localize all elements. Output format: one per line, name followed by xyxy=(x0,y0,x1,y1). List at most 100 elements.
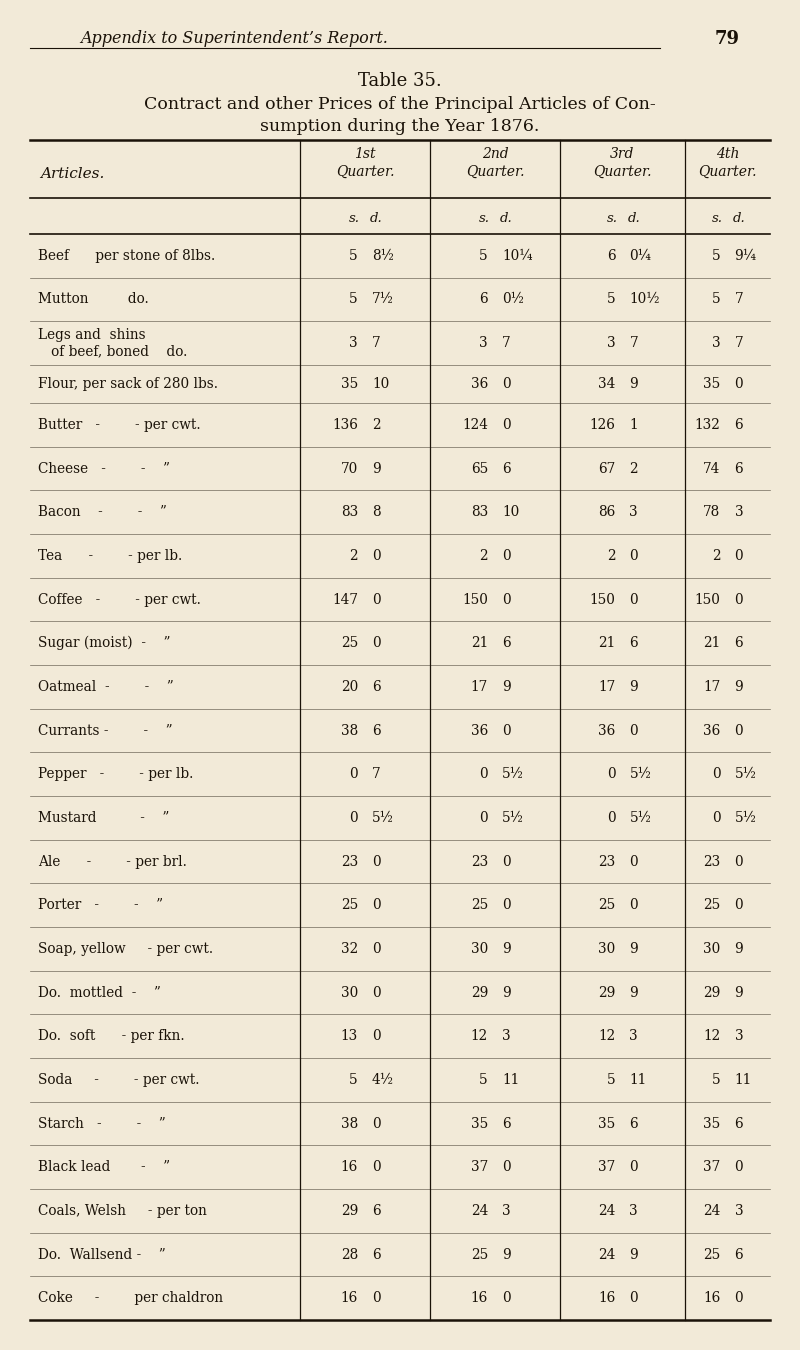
Text: 3: 3 xyxy=(734,1204,743,1218)
Text: 0½: 0½ xyxy=(502,293,524,306)
Text: Porter   -        -    ”: Porter - - ” xyxy=(38,898,163,913)
Text: 5: 5 xyxy=(607,1073,615,1087)
Text: 0: 0 xyxy=(630,1291,638,1305)
Text: 5: 5 xyxy=(350,1073,358,1087)
Text: 2: 2 xyxy=(630,462,638,475)
Text: 70: 70 xyxy=(341,462,358,475)
Text: Quarter.: Quarter. xyxy=(594,165,652,180)
Text: 38: 38 xyxy=(341,724,358,737)
Text: 9: 9 xyxy=(372,462,381,475)
Text: Table 35.: Table 35. xyxy=(358,72,442,90)
Text: 79: 79 xyxy=(715,30,740,49)
Text: of beef, boned    do.: of beef, boned do. xyxy=(38,344,187,358)
Text: 30: 30 xyxy=(470,942,488,956)
Text: 3: 3 xyxy=(502,1029,510,1044)
Text: 0: 0 xyxy=(372,898,381,913)
Text: 36: 36 xyxy=(470,724,488,737)
Text: 30: 30 xyxy=(598,942,615,956)
Text: 16: 16 xyxy=(341,1160,358,1174)
Text: 0: 0 xyxy=(372,1029,381,1044)
Text: 1st: 1st xyxy=(354,147,376,161)
Text: 23: 23 xyxy=(341,855,358,868)
Text: Do.  mottled  -    ”: Do. mottled - ” xyxy=(38,986,161,999)
Text: 83: 83 xyxy=(341,505,358,520)
Text: 5½: 5½ xyxy=(734,811,756,825)
Text: Tea      -        - per lb.: Tea - - per lb. xyxy=(38,549,182,563)
Text: 25: 25 xyxy=(470,1247,488,1261)
Text: 0: 0 xyxy=(350,767,358,782)
Text: 4½: 4½ xyxy=(372,1073,394,1087)
Text: 9: 9 xyxy=(734,680,743,694)
Text: 5: 5 xyxy=(712,248,721,263)
Text: 0: 0 xyxy=(372,1116,381,1130)
Text: Pepper   -        - per lb.: Pepper - - per lb. xyxy=(38,767,194,782)
Text: 3: 3 xyxy=(734,505,743,520)
Text: 0: 0 xyxy=(350,811,358,825)
Text: 0: 0 xyxy=(372,593,381,606)
Text: 2: 2 xyxy=(350,549,358,563)
Text: Mutton         do.: Mutton do. xyxy=(38,293,149,306)
Text: 6: 6 xyxy=(372,724,381,737)
Text: 0: 0 xyxy=(734,1160,743,1174)
Text: 5: 5 xyxy=(607,293,615,306)
Text: 7: 7 xyxy=(372,767,381,782)
Text: 0: 0 xyxy=(502,1160,510,1174)
Text: 74: 74 xyxy=(703,462,721,475)
Text: Soap, yellow     - per cwt.: Soap, yellow - per cwt. xyxy=(38,942,213,956)
Text: 126: 126 xyxy=(590,418,615,432)
Text: 21: 21 xyxy=(598,636,615,651)
Text: 0: 0 xyxy=(372,636,381,651)
Text: 9¼: 9¼ xyxy=(734,248,757,263)
Text: 25: 25 xyxy=(341,898,358,913)
Text: 23: 23 xyxy=(598,855,615,868)
Text: 29: 29 xyxy=(470,986,488,999)
Text: 5½: 5½ xyxy=(630,811,651,825)
Text: 0: 0 xyxy=(372,549,381,563)
Text: 0: 0 xyxy=(502,724,510,737)
Text: 25: 25 xyxy=(598,898,615,913)
Text: 38: 38 xyxy=(341,1116,358,1130)
Text: Contract and other Prices of the Principal Articles of Con-: Contract and other Prices of the Princip… xyxy=(144,96,656,113)
Text: s.: s. xyxy=(349,212,360,224)
Text: 5: 5 xyxy=(712,293,721,306)
Text: 6: 6 xyxy=(734,1247,743,1261)
Text: 9: 9 xyxy=(734,942,743,956)
Text: 2: 2 xyxy=(372,418,381,432)
Text: 2: 2 xyxy=(607,549,615,563)
Text: 16: 16 xyxy=(703,1291,721,1305)
Text: 150: 150 xyxy=(590,593,615,606)
Text: 0: 0 xyxy=(372,986,381,999)
Text: 17: 17 xyxy=(703,680,721,694)
Text: 2: 2 xyxy=(712,549,721,563)
Text: 0: 0 xyxy=(734,724,743,737)
Text: 5½: 5½ xyxy=(630,767,651,782)
Text: Beef      per stone of 8lbs.: Beef per stone of 8lbs. xyxy=(38,248,215,263)
Text: 150: 150 xyxy=(694,593,721,606)
Text: 9: 9 xyxy=(630,986,638,999)
Text: 16: 16 xyxy=(598,1291,615,1305)
Text: 147: 147 xyxy=(332,593,358,606)
Text: 21: 21 xyxy=(703,636,721,651)
Text: 0: 0 xyxy=(734,1291,743,1305)
Text: 10½: 10½ xyxy=(630,293,660,306)
Text: 11: 11 xyxy=(502,1073,519,1087)
Text: Coke     -        per chaldron: Coke - per chaldron xyxy=(38,1291,223,1305)
Text: Quarter.: Quarter. xyxy=(336,165,394,180)
Text: Articles.: Articles. xyxy=(40,167,104,181)
Text: 0: 0 xyxy=(372,942,381,956)
Text: d.: d. xyxy=(733,212,746,224)
Text: 30: 30 xyxy=(703,942,721,956)
Text: 24: 24 xyxy=(598,1204,615,1218)
Text: 124: 124 xyxy=(462,418,488,432)
Text: 0: 0 xyxy=(502,377,510,392)
Text: 9: 9 xyxy=(734,986,743,999)
Text: 3: 3 xyxy=(502,1204,510,1218)
Text: 24: 24 xyxy=(598,1247,615,1261)
Text: Legs and  shins: Legs and shins xyxy=(38,328,146,343)
Text: 0: 0 xyxy=(630,898,638,913)
Text: 0: 0 xyxy=(734,898,743,913)
Text: 0: 0 xyxy=(372,855,381,868)
Text: 8: 8 xyxy=(372,505,381,520)
Text: 10: 10 xyxy=(502,505,519,520)
Text: 5: 5 xyxy=(712,1073,721,1087)
